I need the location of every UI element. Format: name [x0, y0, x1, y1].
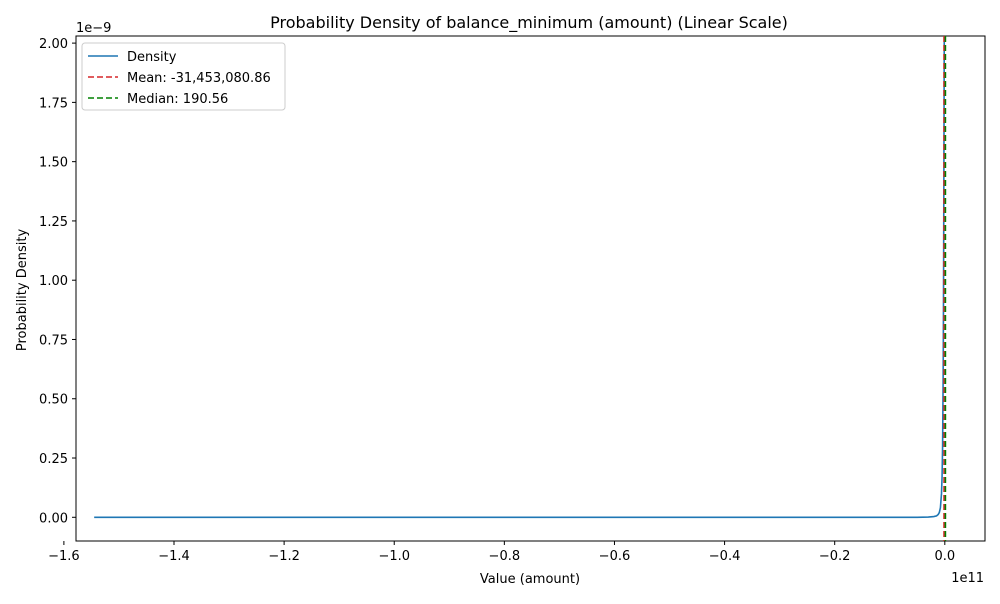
- legend-median-label: Median: 190.56: [127, 92, 228, 107]
- x-axis-ticks: −1.6 −1.4 −1.2 −1.0 −0.8 −0.6 −0.4 −0.2 0.0: [48, 541, 955, 564]
- x-tick-label: −0.6: [599, 549, 631, 564]
- plot-area: [75, 35, 986, 542]
- y-tick-label: 0.25: [39, 452, 68, 467]
- y-tick-label: 0.75: [39, 333, 68, 348]
- x-tick-label: −1.2: [268, 549, 300, 564]
- x-tick-label: 0.0: [934, 549, 955, 564]
- y-tick-label: 0.00: [39, 511, 68, 526]
- y-axis-label: Probability Density: [15, 229, 30, 352]
- x-tick-label: −1.4: [158, 549, 190, 564]
- x-tick-label: −1.0: [378, 549, 410, 564]
- legend-mean-label: Mean: -31,453,080.86: [127, 71, 271, 86]
- x-axis-label: Value (amount): [480, 572, 580, 587]
- y-tick-label: 1.00: [39, 274, 68, 289]
- y-axis-ticks: 0.00 0.25 0.50 0.75 1.00 1.25 1.50 1.75 2.00: [39, 37, 76, 526]
- x-tick-label: −0.4: [709, 549, 741, 564]
- y-offset-text: 1e−9: [76, 21, 111, 36]
- y-tick-label: 2.00: [39, 37, 68, 52]
- axes-frame: [75, 35, 986, 542]
- x-tick-label: −0.2: [819, 549, 851, 564]
- y-tick-label: 1.25: [39, 215, 68, 230]
- x-tick-label: −1.6: [48, 549, 80, 564]
- legend-density-label: Density: [127, 50, 177, 65]
- x-offset-text: 1e11: [951, 571, 984, 586]
- legend: Density Mean: -31,453,080.86 Median: 190.5…: [81, 42, 286, 111]
- y-tick-label: 1.50: [39, 156, 68, 171]
- y-tick-label: 1.75: [39, 96, 68, 111]
- y-tick-label: 0.50: [39, 393, 68, 408]
- x-tick-label: −0.8: [489, 549, 521, 564]
- density-line: [94, 36, 946, 519]
- legend-box: [81, 42, 286, 111]
- chart-title: Probability Density of balance_minimum (…: [270, 13, 788, 33]
